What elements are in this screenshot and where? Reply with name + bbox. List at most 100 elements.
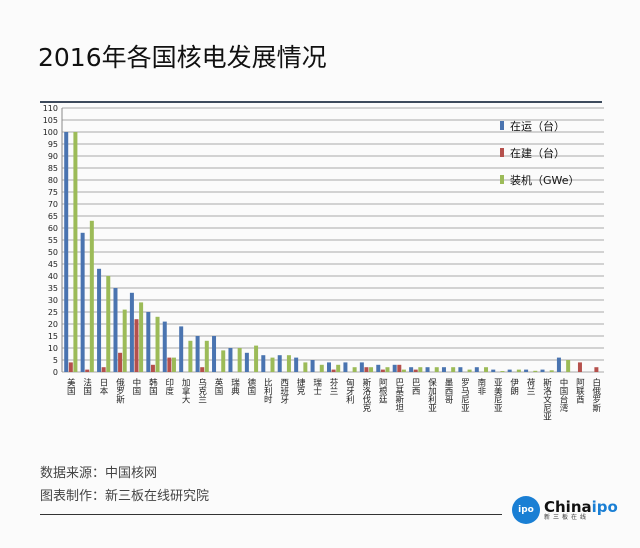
x-tick-label: 墨西哥 (443, 378, 453, 404)
bar-3 (434, 367, 439, 372)
x-tick-label: 捷克 (295, 377, 305, 396)
bar-3 (221, 350, 226, 372)
bar-3 (204, 340, 209, 372)
x-tick-label: 美国 (65, 377, 75, 396)
bar-1 (179, 326, 184, 372)
legend-label: 在运（台） (510, 119, 565, 133)
bar-3 (451, 367, 456, 372)
bar-3 (484, 367, 489, 372)
y-tick-label: 40 (48, 272, 58, 281)
legend-swatch (500, 148, 504, 157)
y-tick-label: 50 (48, 248, 58, 257)
y-tick-label: 100 (43, 128, 58, 137)
y-tick-label: 30 (48, 296, 58, 305)
y-tick-label: 0 (53, 368, 58, 377)
bar-1 (228, 348, 233, 372)
bar-3 (401, 369, 406, 372)
x-tick-label: 巴基斯坦 (394, 378, 404, 412)
bar-1 (409, 367, 414, 372)
y-tick-label: 45 (48, 260, 58, 269)
bar-2 (577, 362, 582, 372)
x-tick-label: 罗马尼亚 (459, 378, 469, 412)
x-tick-label: 南非 (476, 377, 486, 396)
bar-1 (129, 292, 134, 372)
x-tick-label: 伊朗 (509, 377, 519, 396)
y-tick-label: 110 (43, 104, 58, 113)
bar-1 (195, 336, 200, 372)
bar-3 (352, 367, 357, 372)
bar-3 (336, 364, 341, 372)
bar-2 (167, 357, 172, 372)
x-tick-label: 西班牙 (279, 378, 289, 404)
y-tick-label: 60 (48, 224, 58, 233)
x-tick-label: 英国 (213, 377, 223, 396)
y-tick-label: 95 (48, 140, 58, 149)
y-tick-label: 75 (48, 188, 58, 197)
logo-name-b: ipo (591, 497, 618, 516)
x-tick-label: 中国 (131, 377, 141, 396)
legend-label: 装机（GWe） (510, 173, 580, 187)
bar-2 (85, 369, 90, 372)
x-tick-label: 法国 (82, 377, 92, 396)
bar-3 (303, 362, 308, 372)
logo-badge: ipo (512, 496, 540, 524)
bar-3 (73, 132, 78, 372)
y-tick-label: 25 (48, 308, 58, 317)
bar-1 (556, 357, 561, 372)
bar-1 (441, 367, 446, 372)
bar-1 (97, 268, 102, 372)
bar-1 (491, 369, 496, 372)
bar-2 (101, 367, 106, 372)
bar-3 (385, 367, 390, 372)
bar-3 (286, 355, 291, 372)
bar-3 (319, 364, 324, 372)
x-tick-label: 俄罗斯 (114, 377, 124, 404)
bar-2 (364, 367, 369, 372)
y-tick-label: 5 (53, 356, 58, 365)
chinaipo-logo: ipo Chinaipo 新三板在线 (512, 496, 618, 524)
bar-2 (118, 352, 123, 372)
y-tick-label: 70 (48, 200, 58, 209)
x-tick-label: 中国台湾 (558, 377, 568, 413)
legend-swatch (500, 121, 504, 130)
bar-1 (277, 355, 282, 372)
y-tick-label: 65 (48, 212, 58, 221)
x-tick-label: 日本 (98, 378, 108, 396)
x-tick-label: 斯洛文尼亚 (542, 377, 552, 420)
bar-1 (294, 357, 299, 372)
bar-3 (418, 367, 423, 372)
bar-1 (392, 364, 397, 372)
bar-3 (106, 276, 111, 372)
x-tick-label: 瑞士 (312, 377, 322, 395)
bar-1 (327, 362, 331, 372)
bar-1 (113, 288, 118, 372)
x-tick-label: 印度 (164, 377, 174, 396)
bar-1 (64, 132, 69, 372)
bar-1 (80, 232, 85, 372)
bar-2 (150, 364, 155, 372)
bar-3 (566, 360, 571, 372)
bar-3 (549, 370, 554, 372)
x-tick-label: 加拿大 (180, 377, 190, 404)
y-tick-label: 90 (48, 152, 58, 161)
bar-1 (261, 355, 266, 372)
bar-3 (122, 309, 127, 372)
bar-1 (359, 362, 364, 372)
x-tick-label: 亚美尼亚 (492, 378, 502, 412)
bar-3 (516, 369, 521, 372)
x-tick-label: 阿联酋 (574, 378, 584, 404)
x-tick-label: 白俄罗斯 (591, 377, 601, 413)
y-tick-label: 80 (48, 176, 58, 185)
bar-chart: 0 5 10 15 20 25 30 35 40 45 50 55 60 65 70 75 80 85 90 95 10… (43, 104, 604, 421)
x-tick-label: 荷兰 (525, 377, 535, 395)
bar-1 (343, 362, 348, 372)
x-tick-label: 瑞典 (229, 377, 239, 396)
x-tick-label: 芬兰 (328, 377, 338, 395)
bar-2 (68, 362, 73, 372)
bar-2 (397, 364, 402, 372)
x-tick-label: 乌克兰 (197, 377, 207, 403)
bar-3 (188, 340, 193, 372)
bar-3 (155, 316, 160, 372)
bar-3 (369, 367, 374, 372)
page-title: 2016年各国核电发展情况 (38, 43, 327, 72)
